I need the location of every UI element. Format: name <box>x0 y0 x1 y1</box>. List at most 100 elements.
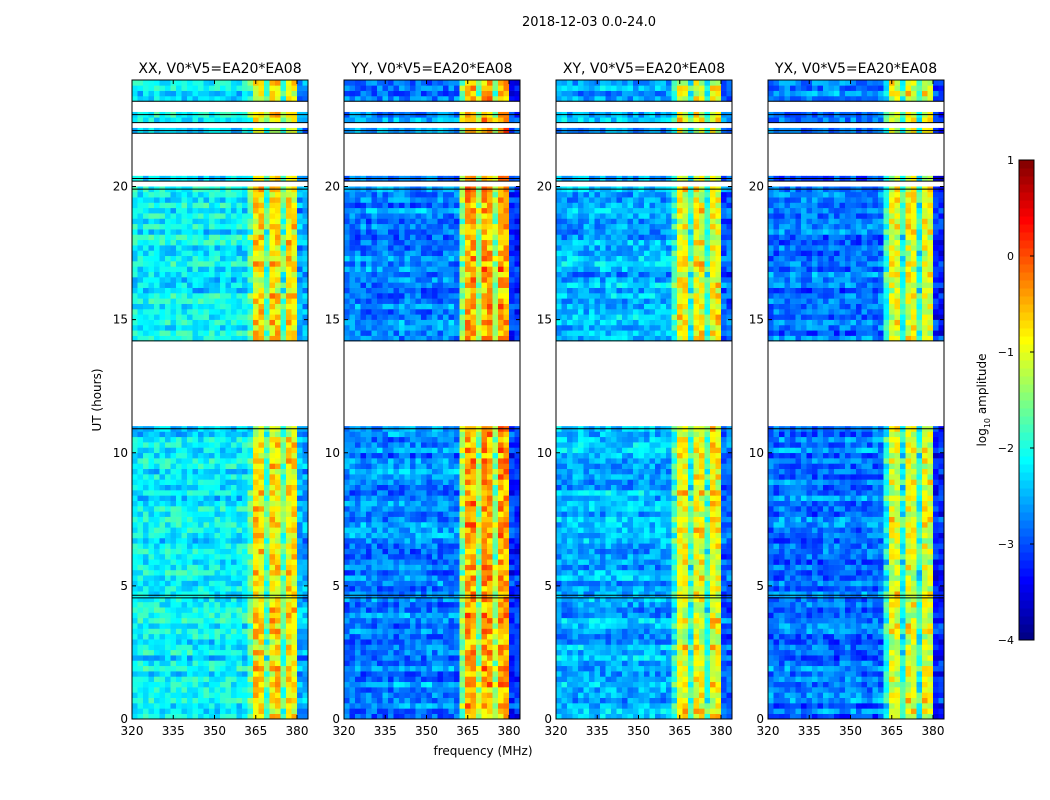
heatmap-cell <box>487 665 493 672</box>
heatmap-cell <box>214 303 221 310</box>
heatmap-cell <box>225 282 232 288</box>
heatmap-cell <box>203 442 210 448</box>
heatmap-cell <box>366 649 372 656</box>
heatmap-cell <box>236 713 243 720</box>
heatmap-cell <box>181 553 188 560</box>
heatmap-cell <box>280 436 287 443</box>
heatmap-cell <box>509 617 515 624</box>
heatmap-cell <box>220 559 226 565</box>
heatmap-cell <box>247 287 254 294</box>
heatmap-cell <box>264 452 270 459</box>
heatmap-cell <box>286 239 292 246</box>
heatmap-cell <box>143 591 149 597</box>
heatmap-cell <box>225 633 232 640</box>
heatmap-cell <box>286 442 292 448</box>
heatmap-cell <box>269 308 276 315</box>
heatmap-cell <box>498 458 504 464</box>
heatmap-cell <box>236 506 243 512</box>
heatmap-cell <box>382 506 389 512</box>
heatmap-cell <box>393 298 400 304</box>
heatmap-cell <box>410 633 416 640</box>
heatmap-cell <box>154 660 160 667</box>
heatmap-cell <box>388 479 394 485</box>
heatmap-cell <box>509 703 515 709</box>
heatmap-cell <box>181 543 188 549</box>
heatmap-cell <box>165 681 171 688</box>
heatmap-cell <box>170 564 177 571</box>
heatmap-cell <box>286 80 292 86</box>
heatmap-cell <box>253 559 259 565</box>
heatmap-cell <box>225 319 232 326</box>
heatmap-cell <box>242 681 248 688</box>
heatmap-cell <box>404 580 411 587</box>
heatmap-cell <box>404 601 411 608</box>
heatmap-cell <box>465 314 471 320</box>
heatmap-cell <box>286 559 292 565</box>
heatmap-cell <box>170 255 177 262</box>
heatmap-cell <box>231 511 237 517</box>
heatmap-cell <box>388 463 394 470</box>
heatmap-cell <box>231 319 237 326</box>
heatmap-cell <box>242 95 248 102</box>
heatmap-cell <box>404 490 411 496</box>
heatmap-cell <box>297 474 303 480</box>
heatmap-cell <box>344 463 350 470</box>
heatmap-cell <box>198 335 204 342</box>
heatmap-cell <box>443 644 449 651</box>
heatmap-cell <box>148 303 155 310</box>
heatmap-cell <box>421 495 427 501</box>
heatmap-cell <box>264 708 270 714</box>
heatmap-cell <box>280 580 287 587</box>
heatmap-cell <box>247 713 254 720</box>
heatmap-cell <box>286 287 292 294</box>
heatmap-cell <box>165 468 171 475</box>
heatmap-cell <box>154 335 160 342</box>
heatmap-cell <box>203 207 210 214</box>
heatmap-cell <box>286 330 292 336</box>
heatmap-cell <box>264 607 270 613</box>
heatmap-cell <box>187 633 193 640</box>
heatmap-cell <box>137 277 144 283</box>
heatmap-cell <box>275 234 281 241</box>
heatmap-cell <box>421 591 427 597</box>
heatmap-cell <box>492 692 499 698</box>
heatmap-cell <box>269 229 276 235</box>
heatmap-cell <box>426 708 433 714</box>
heatmap-cell <box>242 649 248 656</box>
heatmap-cell <box>214 324 221 331</box>
heatmap-cell <box>203 692 210 698</box>
heatmap-cell <box>393 569 400 576</box>
heatmap-cell <box>143 213 149 219</box>
heatmap-cell <box>231 239 237 246</box>
heatmap-cell <box>481 564 488 571</box>
heatmap-cell <box>470 633 477 640</box>
heatmap-cell <box>209 335 215 342</box>
heatmap-cell <box>286 665 292 672</box>
heatmap-cell <box>132 692 138 698</box>
heatmap-cell <box>159 553 166 560</box>
heatmap-cell <box>253 660 259 667</box>
heatmap-cell <box>275 564 281 571</box>
heatmap-cell <box>297 436 303 443</box>
heatmap-cell <box>459 521 466 528</box>
heatmap-cell <box>459 490 466 496</box>
heatmap-cell <box>159 521 166 528</box>
heatmap-cell <box>214 633 221 640</box>
heatmap-cell <box>302 649 309 656</box>
heatmap-cell <box>476 511 482 517</box>
heatmap-cell <box>465 575 471 581</box>
heatmap-cell <box>148 553 155 560</box>
heatmap-cell <box>225 681 232 688</box>
heatmap-cell <box>399 596 405 603</box>
heatmap-cell <box>192 649 199 656</box>
heatmap-cell <box>159 271 166 278</box>
heatmap-cell <box>448 506 455 512</box>
heatmap-cell <box>253 580 259 587</box>
heatmap-cell <box>509 591 515 597</box>
heatmap-cell <box>388 298 394 304</box>
heatmap-cell <box>443 308 449 315</box>
heatmap-cell <box>264 537 270 544</box>
heatmap-cell <box>514 628 521 635</box>
heatmap-cell <box>399 708 405 714</box>
heatmap-cell <box>470 537 477 544</box>
